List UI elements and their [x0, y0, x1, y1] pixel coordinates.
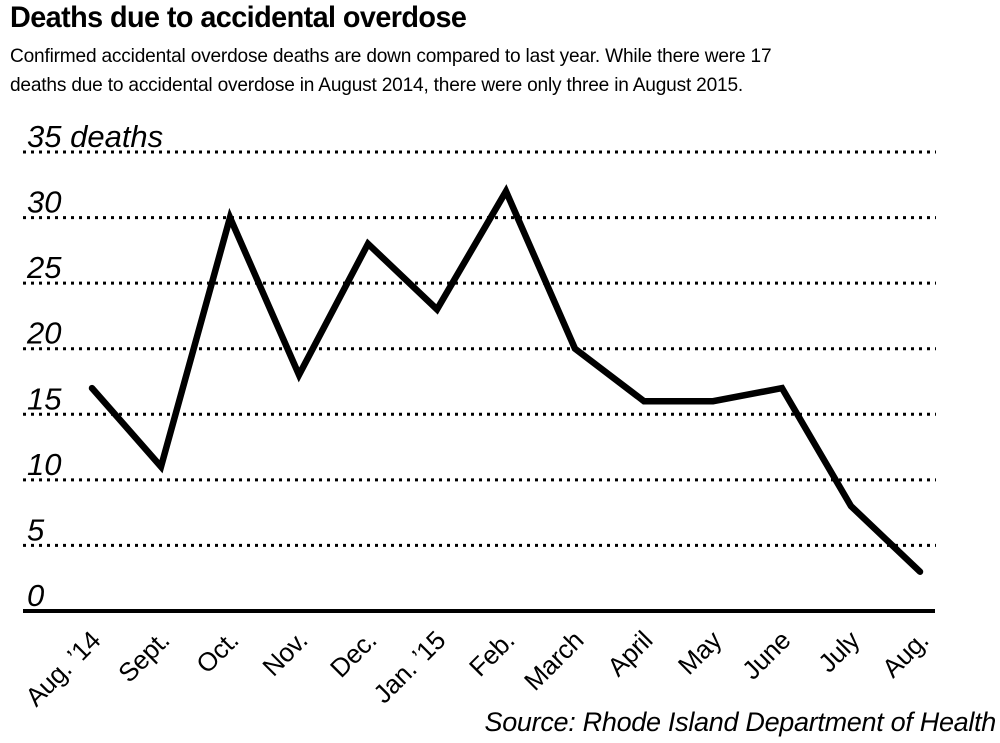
x-tick-label-10: May	[672, 625, 728, 681]
x-tick-label-13: Aug.	[876, 625, 934, 683]
chart-subtitle-line-2: deaths due to accidental overdose in Aug…	[10, 74, 744, 96]
y-tick-label-5: 5	[27, 512, 45, 547]
chart-subtitle-line-1: Confirmed accidental overdose deaths are…	[10, 45, 772, 67]
overdose-deaths-line	[88, 184, 924, 575]
data-series	[88, 184, 924, 575]
y-tick-label-30: 30	[27, 185, 61, 220]
y-tick-label-10: 10	[27, 447, 61, 482]
y-tick-label-35: 35 deaths	[27, 119, 163, 154]
x-tick-label-7: Feb.	[463, 625, 520, 682]
x-tick-label-2: Sept.	[112, 625, 175, 688]
x-axis-labels: Aug. ’14 Sept. Oct. Nov. Dec.Jan. ’15 Feb.Mar…	[19, 625, 934, 712]
y-tick-label-20: 20	[26, 316, 61, 351]
y-axis-labels: 35 deaths 30 25 20 15 10 5 0	[26, 119, 163, 613]
x-tick-label-5: Dec.	[324, 625, 382, 683]
x-tick-label-1: Aug. ’14	[19, 625, 106, 712]
x-tick-label-12: July	[812, 625, 865, 678]
x-tick-label-11: June	[736, 625, 796, 685]
source-credit: Source: Rhode Island Department of Healt…	[484, 707, 997, 737]
x-tick-label-6: Jan. ’15	[367, 625, 451, 709]
x-tick-label-4: Nov.	[256, 625, 313, 682]
x-tick-label-9: April	[601, 625, 658, 682]
y-tick-label-15: 15	[27, 381, 62, 416]
gridlines	[23, 150, 936, 613]
y-tick-label-0: 0	[27, 578, 44, 613]
x-tick-label-8: March	[518, 625, 589, 696]
chart-title: Deaths due to accidental overdose	[10, 1, 467, 34]
x-tick-label-3: Oct.	[190, 625, 244, 679]
y-tick-label-25: 25	[26, 250, 62, 285]
